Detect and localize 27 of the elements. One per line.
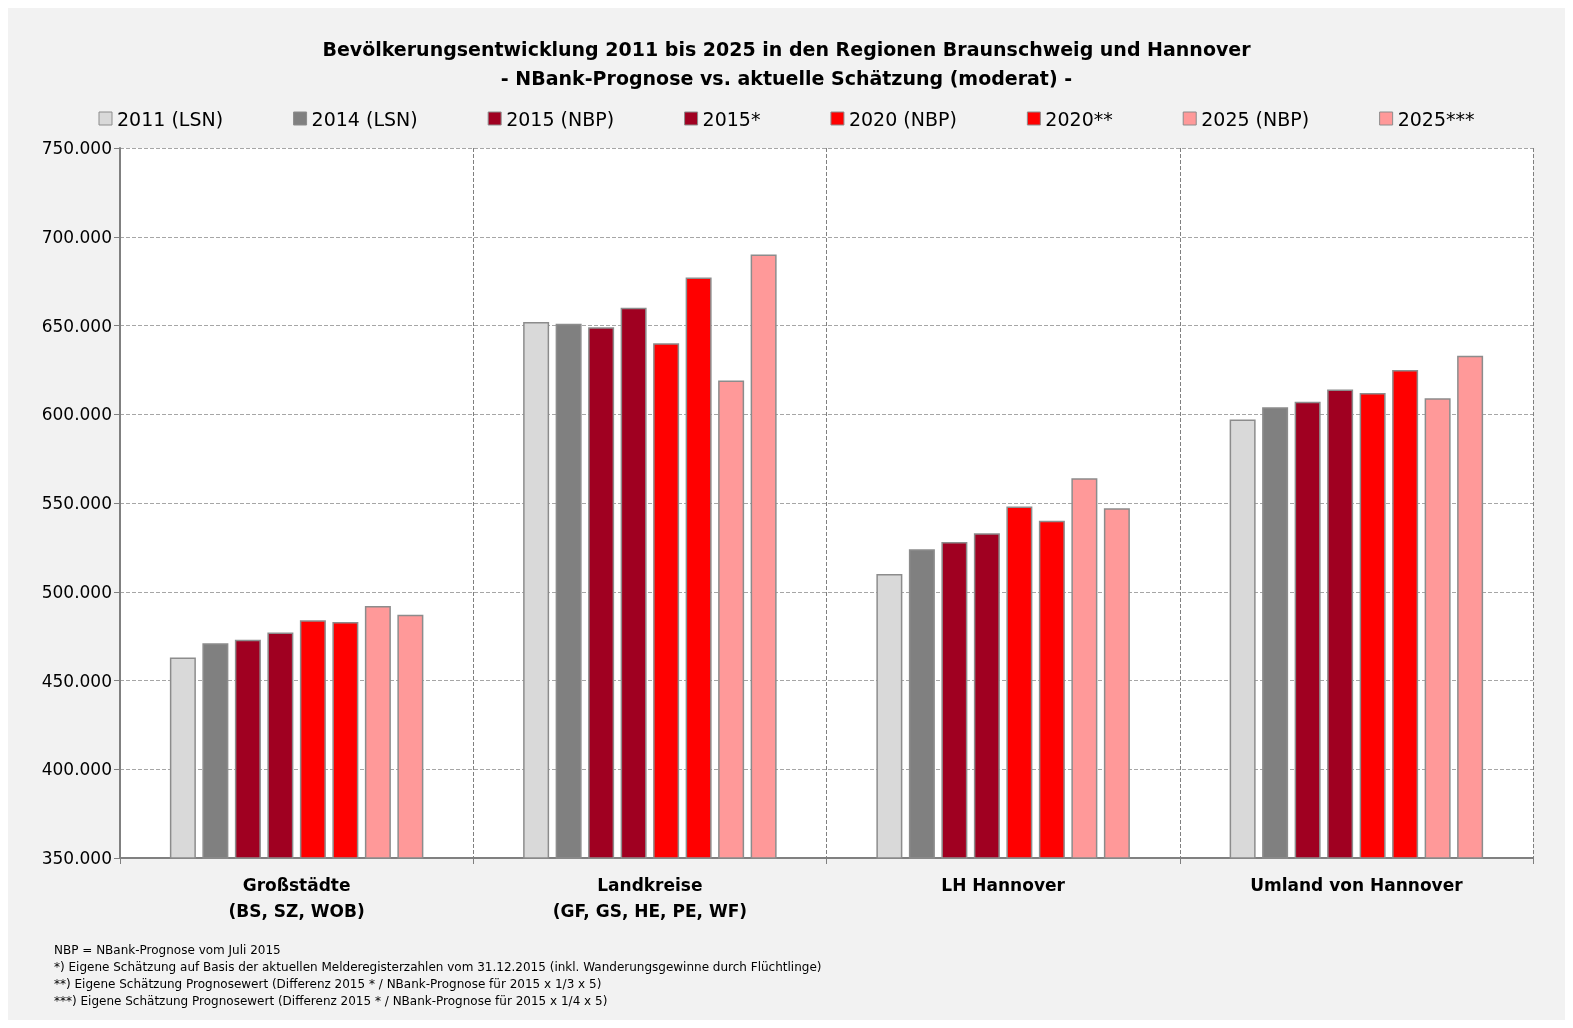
x-tick-label: Umland von Hannover (1250, 875, 1464, 895)
x-tick-label: LH Hannover (941, 875, 1066, 895)
text: ***) Eigene Schätzung Prognosewert (Differenz 2015 * / NBank-Prognose für 2015 x 1/4 x 5) (54, 994, 608, 1008)
y-tick-label: 550.000 (41, 493, 112, 513)
legend-label: 2011 (LSN) (117, 107, 224, 130)
legend-label: 2020** (1045, 107, 1113, 130)
legend-label: 2014 (LSN) (311, 107, 418, 130)
y-tick-label: 750.000 (41, 138, 112, 158)
y-tick-label: 400.000 (41, 759, 112, 780)
text: **) Eigene Schätzung Prognosewert (Differenz 2015 * / NBank-Prognose für 2015 x 1/3 x 5) (54, 977, 602, 991)
legend-label: 2015* (702, 107, 761, 130)
y-tick-label: 650.000 (41, 315, 112, 336)
y-tick-label: 450.000 (41, 670, 112, 691)
text: NBP = NBank-Prognose vom Juli 2015 (54, 943, 281, 957)
text: *) Eigene Schätzung auf Basis der aktuellen Melderegisterzahlen vom 31.12.2015 (inkl. Wanderungsgewinne durch Flüchtlinge) (54, 960, 822, 974)
y-tick-label: 700.000 (41, 226, 112, 247)
legend-label: 2025 (NBP) (1201, 107, 1310, 130)
legend-label: 2020 (NBP) (848, 107, 957, 130)
legend-label: 2025*** (1397, 107, 1475, 130)
x-tick-label: Großstädte (BS, SZ, WOB) (228, 875, 365, 921)
y-tick-label: 350.000 (41, 848, 112, 868)
x-tick-label: Landkreise (GF, GS, HE, PE, WF) (552, 875, 748, 921)
y-tick-label: 600.000 (41, 404, 112, 425)
chart-subtitle: - NBank-Prognose vs. aktuelle Schätzung (moderat) - (500, 66, 1073, 89)
chart-title: Bevölkerungsentwicklung 2011 bis 2025 in den Regionen Braunschweig und Hannover (322, 37, 1252, 60)
y-tick-label: 500.000 (41, 581, 112, 602)
legend-label: 2015 (NBP) (506, 107, 615, 130)
